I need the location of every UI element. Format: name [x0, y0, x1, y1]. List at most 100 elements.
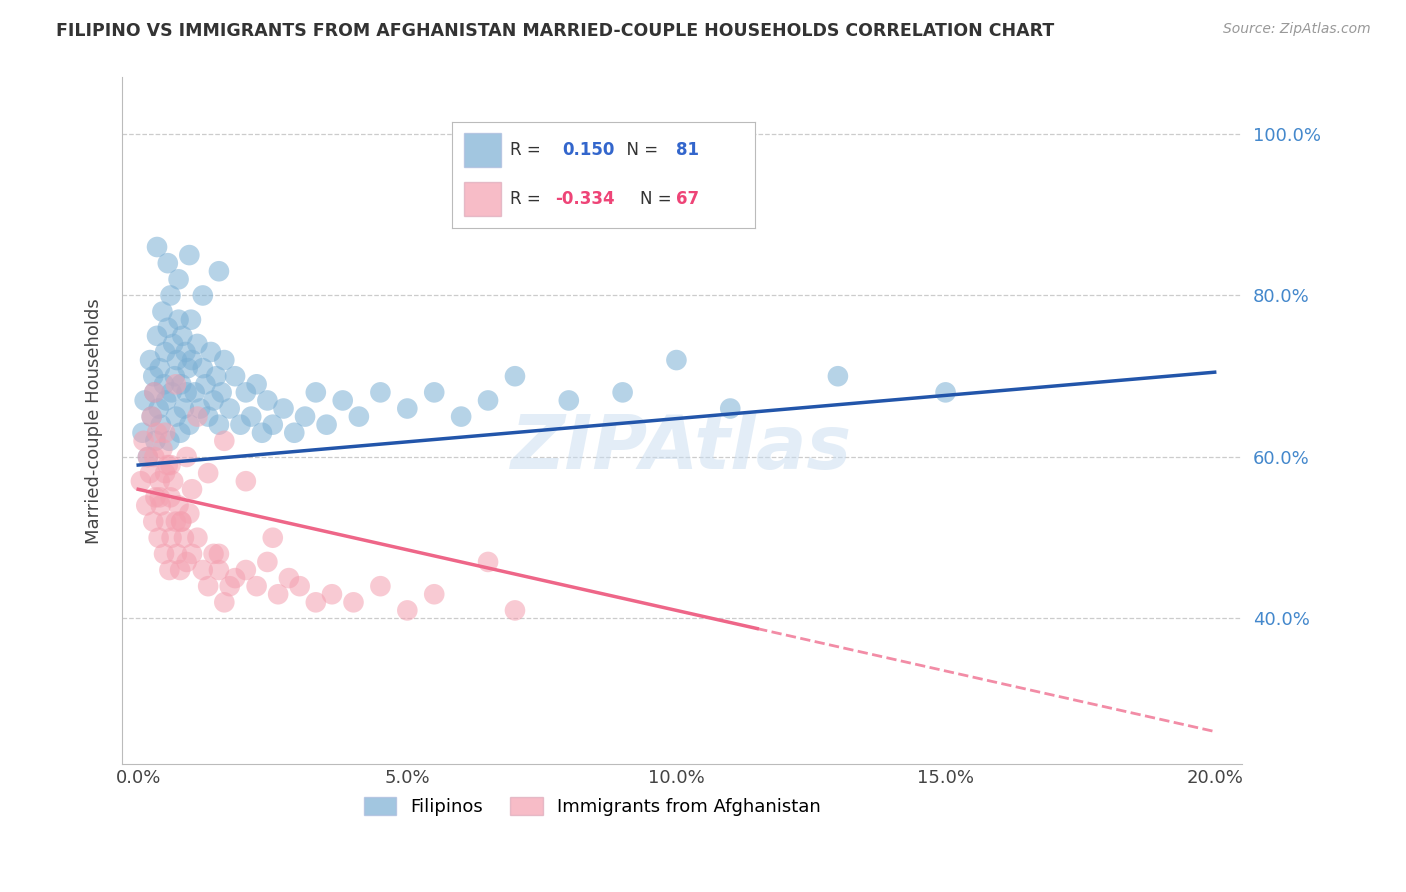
- Text: ZIPAtlas: ZIPAtlas: [512, 411, 852, 484]
- Point: [173, 401, 195, 416]
- Point: [181, 547, 204, 561]
- Point: [162, 474, 184, 488]
- Point: [142, 369, 165, 384]
- Point: [173, 531, 195, 545]
- Point: [169, 425, 191, 440]
- Point: [665, 353, 688, 368]
- Point: [202, 547, 225, 561]
- Point: [224, 369, 246, 384]
- Point: [208, 264, 231, 278]
- Point: [146, 425, 169, 440]
- Point: [188, 401, 211, 416]
- Point: [197, 409, 219, 424]
- Point: [167, 499, 190, 513]
- Point: [347, 409, 370, 424]
- Point: [214, 434, 236, 448]
- Point: [163, 369, 186, 384]
- Point: [305, 595, 328, 609]
- Point: [179, 417, 201, 432]
- Point: [321, 587, 343, 601]
- Point: [503, 603, 526, 617]
- Point: [131, 425, 153, 440]
- Point: [166, 547, 188, 561]
- Point: [370, 385, 392, 400]
- Point: [139, 466, 162, 480]
- Point: [174, 345, 197, 359]
- Point: [167, 272, 190, 286]
- Point: [132, 434, 155, 448]
- Point: [211, 385, 233, 400]
- Point: [143, 385, 166, 400]
- Point: [159, 458, 181, 472]
- Point: [262, 417, 284, 432]
- Point: [205, 369, 228, 384]
- Point: [935, 385, 957, 400]
- Point: [136, 450, 159, 464]
- Point: [159, 288, 181, 302]
- Point: [142, 515, 165, 529]
- Point: [157, 563, 180, 577]
- Point: [179, 507, 201, 521]
- Point: [172, 329, 194, 343]
- Point: [170, 377, 193, 392]
- Point: [423, 385, 446, 400]
- Point: [134, 393, 156, 408]
- Point: [191, 288, 214, 302]
- Point: [165, 377, 187, 392]
- Point: [160, 531, 183, 545]
- Point: [145, 491, 167, 505]
- Point: [167, 312, 190, 326]
- Point: [288, 579, 311, 593]
- Point: [159, 491, 181, 505]
- Point: [149, 417, 172, 432]
- Point: [342, 595, 364, 609]
- Point: [235, 563, 257, 577]
- Point: [176, 555, 198, 569]
- Point: [396, 401, 419, 416]
- Point: [718, 401, 741, 416]
- Point: [370, 579, 392, 593]
- Point: [246, 377, 269, 392]
- Point: [273, 401, 295, 416]
- Point: [180, 312, 202, 326]
- Point: [149, 474, 172, 488]
- Point: [156, 256, 179, 270]
- Point: [143, 450, 166, 464]
- Point: [153, 547, 176, 561]
- Point: [477, 393, 499, 408]
- Point: [827, 369, 849, 384]
- Point: [197, 579, 219, 593]
- Point: [165, 515, 187, 529]
- Point: [250, 425, 273, 440]
- Point: [194, 377, 217, 392]
- Point: [136, 450, 159, 464]
- Point: [135, 499, 157, 513]
- Point: [191, 563, 214, 577]
- Point: [208, 417, 231, 432]
- Point: [170, 515, 193, 529]
- Point: [235, 385, 257, 400]
- Point: [200, 345, 222, 359]
- Point: [143, 385, 166, 400]
- Point: [235, 474, 257, 488]
- Point: [277, 571, 299, 585]
- Point: [177, 361, 200, 376]
- Point: [156, 320, 179, 334]
- Point: [152, 442, 174, 456]
- Point: [332, 393, 354, 408]
- Point: [153, 377, 176, 392]
- Point: [214, 353, 236, 368]
- Point: [218, 579, 240, 593]
- Point: [176, 385, 198, 400]
- Point: [256, 555, 278, 569]
- Point: [156, 458, 179, 472]
- Point: [262, 531, 284, 545]
- Point: [129, 474, 152, 488]
- Point: [148, 531, 170, 545]
- Point: [558, 393, 581, 408]
- Point: [224, 571, 246, 585]
- Point: [160, 385, 183, 400]
- Point: [612, 385, 634, 400]
- Point: [315, 417, 337, 432]
- Point: [208, 563, 231, 577]
